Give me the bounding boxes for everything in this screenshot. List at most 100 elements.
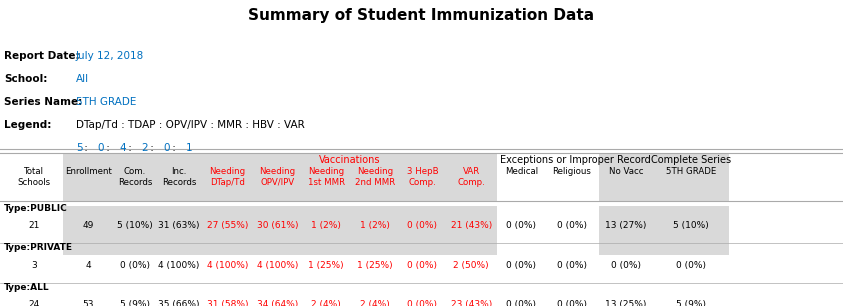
Bar <box>114 246 156 285</box>
Text: 0 (0%): 0 (0%) <box>676 261 706 270</box>
Text: Exceptions or Improper Record: Exceptions or Improper Record <box>500 155 651 165</box>
Text: Report Date:: Report Date: <box>4 51 80 61</box>
Bar <box>302 246 351 285</box>
Text: 3: 3 <box>31 261 36 270</box>
Bar <box>351 246 400 285</box>
Text: 0 (0%): 0 (0%) <box>407 261 438 270</box>
Bar <box>114 285 156 306</box>
Text: July 12, 2018: July 12, 2018 <box>76 51 144 61</box>
Bar <box>599 246 653 285</box>
Text: 1 (2%): 1 (2%) <box>311 222 341 230</box>
Text: 5 (9%): 5 (9%) <box>676 300 706 306</box>
Text: 27 (55%): 27 (55%) <box>207 222 249 230</box>
Text: 13 (27%): 13 (27%) <box>605 222 647 230</box>
Text: 0 (0%): 0 (0%) <box>557 261 587 270</box>
Text: 4 (100%): 4 (100%) <box>207 261 249 270</box>
Text: 53: 53 <box>83 300 94 306</box>
Bar <box>653 153 729 201</box>
Text: 49: 49 <box>83 222 94 230</box>
Text: 1 (25%): 1 (25%) <box>357 261 393 270</box>
Text: 0: 0 <box>98 143 105 153</box>
Text: 24: 24 <box>28 300 40 306</box>
Text: :: : <box>104 143 114 153</box>
Text: 35 (66%): 35 (66%) <box>158 300 200 306</box>
Text: No Vacc: No Vacc <box>609 167 643 176</box>
Text: 5: 5 <box>76 143 83 153</box>
Bar <box>302 206 351 246</box>
Text: 0 (0%): 0 (0%) <box>407 300 438 306</box>
Text: DTap/Td : TDAP : OPV/IPV : MMR : HBV : VAR: DTap/Td : TDAP : OPV/IPV : MMR : HBV : V… <box>76 120 304 130</box>
Text: 34 (64%): 34 (64%) <box>257 300 298 306</box>
Bar <box>302 285 351 306</box>
Bar <box>63 206 114 246</box>
Bar <box>202 153 253 201</box>
Text: 13 (25%): 13 (25%) <box>605 300 647 306</box>
Bar <box>400 153 445 201</box>
Bar <box>445 153 497 201</box>
Bar <box>253 285 302 306</box>
Text: 21: 21 <box>28 222 40 230</box>
Text: Type:PRIVATE: Type:PRIVATE <box>4 243 73 252</box>
Text: Inc.
Records: Inc. Records <box>162 167 196 187</box>
Text: 0: 0 <box>164 143 170 153</box>
Bar <box>253 206 302 246</box>
Text: 5 (10%): 5 (10%) <box>674 222 709 230</box>
Text: 0 (0%): 0 (0%) <box>507 300 536 306</box>
Text: :: : <box>82 143 92 153</box>
Text: 31 (58%): 31 (58%) <box>207 300 249 306</box>
Bar <box>445 246 497 285</box>
Text: Series Name:: Series Name: <box>4 97 83 107</box>
Bar <box>63 246 114 285</box>
Bar <box>653 206 729 246</box>
Bar <box>114 153 156 201</box>
Bar <box>114 206 156 246</box>
Text: Type:PUBLIC: Type:PUBLIC <box>4 204 68 213</box>
Text: Needing
2nd MMR: Needing 2nd MMR <box>355 167 395 187</box>
Text: 5 (10%): 5 (10%) <box>117 222 153 230</box>
Bar <box>445 285 497 306</box>
Text: Complete Series: Complete Series <box>651 155 732 165</box>
Bar <box>351 153 400 201</box>
Bar <box>202 285 253 306</box>
Text: 3 HepB
Comp.: 3 HepB Comp. <box>406 167 438 187</box>
Text: 5TH GRADE: 5TH GRADE <box>666 167 717 176</box>
Bar <box>156 246 202 285</box>
Text: All: All <box>76 74 89 84</box>
Text: School:: School: <box>4 74 47 84</box>
Text: 31 (63%): 31 (63%) <box>158 222 200 230</box>
Bar <box>202 246 253 285</box>
Text: Needing
DTap/Td: Needing DTap/Td <box>210 167 245 187</box>
Text: 0 (0%): 0 (0%) <box>407 222 438 230</box>
Text: VAR
Comp.: VAR Comp. <box>458 167 485 187</box>
Text: 0 (0%): 0 (0%) <box>507 222 536 230</box>
Text: :: : <box>126 143 136 153</box>
Text: 0 (0%): 0 (0%) <box>611 261 641 270</box>
Text: 1 (25%): 1 (25%) <box>309 261 344 270</box>
Bar <box>351 285 400 306</box>
Text: 0 (0%): 0 (0%) <box>557 222 587 230</box>
Text: 5 (9%): 5 (9%) <box>120 300 150 306</box>
Bar <box>445 206 497 246</box>
Bar <box>253 153 302 201</box>
Text: 30 (61%): 30 (61%) <box>256 222 298 230</box>
Bar <box>156 153 202 201</box>
Text: Needing
1st MMR: Needing 1st MMR <box>308 167 345 187</box>
Text: Summary of Student Immunization Data: Summary of Student Immunization Data <box>249 8 594 23</box>
Bar <box>599 153 653 201</box>
Bar <box>400 206 445 246</box>
Text: 2 (4%): 2 (4%) <box>311 300 341 306</box>
Bar <box>156 206 202 246</box>
Text: Com.
Records: Com. Records <box>118 167 152 187</box>
Text: 4: 4 <box>120 143 126 153</box>
Bar <box>599 285 653 306</box>
Text: Medical: Medical <box>505 167 538 176</box>
Bar <box>400 285 445 306</box>
Text: 2: 2 <box>142 143 148 153</box>
Text: 0 (0%): 0 (0%) <box>557 300 587 306</box>
Bar <box>156 285 202 306</box>
Text: 21 (43%): 21 (43%) <box>451 222 491 230</box>
Bar <box>63 153 114 201</box>
Bar <box>653 246 729 285</box>
Bar <box>253 246 302 285</box>
Text: Total
Schools: Total Schools <box>17 167 51 187</box>
